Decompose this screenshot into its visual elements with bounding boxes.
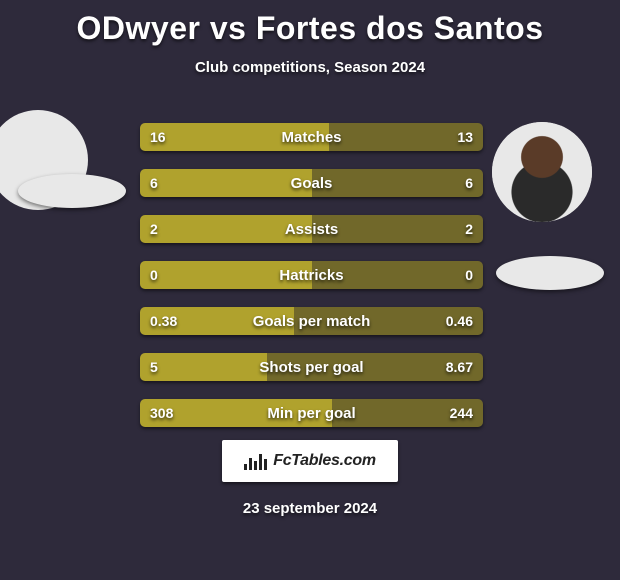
date-label: 23 september 2024 xyxy=(0,500,620,517)
bars-icon xyxy=(244,452,267,470)
stat-bar-left xyxy=(140,123,329,151)
stat-bar-right xyxy=(312,169,484,197)
player2-name: Fortes dos Santos xyxy=(256,10,544,46)
player2-team-badge xyxy=(496,256,604,290)
stat-row: 66Goals xyxy=(140,169,483,197)
brand-text: FcTables.com xyxy=(273,452,376,470)
stat-row: 58.67Shots per goal xyxy=(140,353,483,381)
brand-logo[interactable]: FcTables.com xyxy=(222,440,398,482)
stat-row: 308244Min per goal xyxy=(140,399,483,427)
stat-bar-right xyxy=(312,215,484,243)
stat-bar-right xyxy=(267,353,483,381)
stat-bar-right xyxy=(329,123,483,151)
stat-bar-left xyxy=(140,307,294,335)
player2-avatar xyxy=(492,122,592,222)
stat-bar-left xyxy=(140,215,312,243)
comparison-bars: 1613Matches 66Goals 22Assists 00Hattricks 0.… xyxy=(140,123,483,445)
vs-label: vs xyxy=(210,10,247,46)
stat-row: 22Assists xyxy=(140,215,483,243)
stat-bar-right xyxy=(294,307,483,335)
stat-bar-left xyxy=(140,353,267,381)
stat-row: 1613Matches xyxy=(140,123,483,151)
stat-bar-left xyxy=(140,261,312,289)
stat-row: 00Hattricks xyxy=(140,261,483,289)
stat-bar-left xyxy=(140,169,312,197)
player1-name: ODwyer xyxy=(77,10,201,46)
stat-bar-right xyxy=(312,261,484,289)
stat-row: 0.380.46Goals per match xyxy=(140,307,483,335)
subtitle: Club competitions, Season 2024 xyxy=(0,59,620,76)
stat-bar-right xyxy=(332,399,483,427)
page-title: ODwyer vs Fortes dos Santos xyxy=(0,0,620,47)
stat-bar-left xyxy=(140,399,332,427)
player1-team-badge xyxy=(18,174,126,208)
